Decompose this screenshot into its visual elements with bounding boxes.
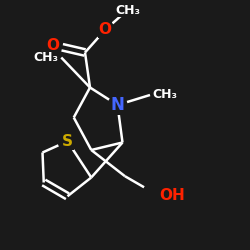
Text: O: O: [98, 22, 112, 38]
Text: N: N: [110, 96, 124, 114]
Text: CH₃: CH₃: [152, 88, 178, 102]
Text: O: O: [46, 38, 59, 52]
Text: CH₃: CH₃: [34, 51, 59, 64]
Text: OH: OH: [159, 188, 184, 202]
Text: CH₃: CH₃: [115, 4, 140, 16]
Text: S: S: [62, 134, 73, 149]
